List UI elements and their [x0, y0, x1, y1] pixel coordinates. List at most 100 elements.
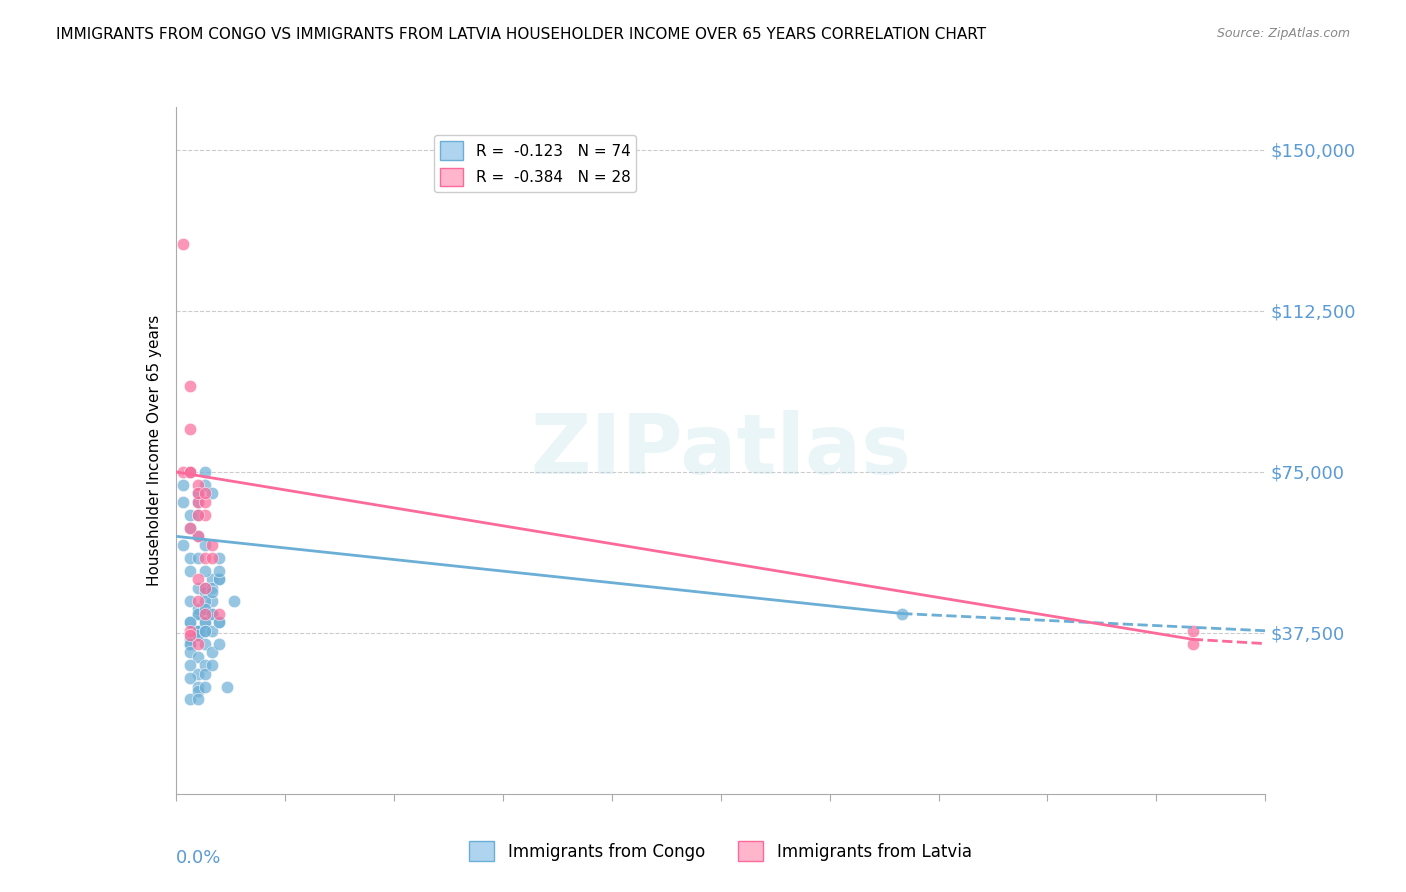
Point: [201, 581, 224, 595]
Point: [186, 550, 209, 565]
Point: [179, 521, 201, 535]
Point: [194, 602, 217, 616]
Point: [172, 478, 194, 492]
Point: [179, 658, 201, 673]
Point: [201, 624, 224, 638]
Point: [179, 593, 201, 607]
Point: [194, 581, 217, 595]
Point: [208, 564, 231, 578]
Point: [208, 572, 231, 586]
Point: [179, 465, 201, 479]
Point: [186, 692, 209, 706]
Point: [194, 607, 217, 621]
Point: [179, 422, 201, 436]
Point: [194, 495, 217, 509]
Point: [186, 508, 209, 522]
Point: [208, 615, 231, 630]
Point: [208, 550, 231, 565]
Point: [222, 593, 245, 607]
Point: [186, 666, 209, 681]
Text: 0.0%: 0.0%: [176, 849, 221, 867]
Point: [1181, 637, 1204, 651]
Point: [201, 607, 224, 621]
Point: [194, 465, 217, 479]
Point: [201, 572, 224, 586]
Point: [208, 615, 231, 630]
Point: [201, 645, 224, 659]
Point: [194, 550, 217, 565]
Point: [208, 572, 231, 586]
Point: [194, 637, 217, 651]
Point: [172, 237, 194, 252]
Point: [194, 478, 217, 492]
Point: [194, 658, 217, 673]
Point: [179, 379, 201, 393]
Text: ZIPatlas: ZIPatlas: [530, 410, 911, 491]
Text: IMMIGRANTS FROM CONGO VS IMMIGRANTS FROM LATVIA HOUSEHOLDER INCOME OVER 65 YEARS: IMMIGRANTS FROM CONGO VS IMMIGRANTS FROM…: [56, 27, 987, 42]
Point: [194, 615, 217, 630]
Point: [201, 607, 224, 621]
Point: [179, 465, 201, 479]
Point: [186, 624, 209, 638]
Point: [194, 624, 217, 638]
Point: [172, 538, 194, 552]
Point: [186, 607, 209, 621]
Point: [194, 508, 217, 522]
Point: [179, 624, 201, 638]
Point: [194, 666, 217, 681]
Point: [194, 680, 217, 694]
Point: [186, 529, 209, 543]
Point: [186, 486, 209, 500]
Point: [186, 593, 209, 607]
Point: [891, 607, 914, 621]
Point: [194, 585, 217, 599]
Point: [179, 508, 201, 522]
Point: [186, 624, 209, 638]
Point: [1181, 624, 1204, 638]
Point: [179, 632, 201, 647]
Point: [186, 495, 209, 509]
Point: [179, 692, 201, 706]
Point: [179, 564, 201, 578]
Point: [201, 658, 224, 673]
Point: [179, 615, 201, 630]
Point: [186, 581, 209, 595]
Point: [179, 637, 201, 651]
Point: [179, 615, 201, 630]
Point: [179, 465, 201, 479]
Point: [179, 645, 201, 659]
Point: [186, 495, 209, 509]
Point: [194, 581, 217, 595]
Point: [201, 593, 224, 607]
Legend: Immigrants from Congo, Immigrants from Latvia: Immigrants from Congo, Immigrants from L…: [463, 834, 979, 868]
Point: [172, 495, 194, 509]
Y-axis label: Householder Income Over 65 years: Householder Income Over 65 years: [146, 315, 162, 586]
Point: [186, 628, 209, 642]
Point: [179, 550, 201, 565]
Point: [186, 628, 209, 642]
Point: [186, 478, 209, 492]
Point: [201, 538, 224, 552]
Point: [179, 628, 201, 642]
Point: [201, 585, 224, 599]
Point: [186, 637, 209, 651]
Point: [194, 615, 217, 630]
Point: [194, 602, 217, 616]
Point: [208, 637, 231, 651]
Point: [186, 529, 209, 543]
Point: [194, 486, 217, 500]
Point: [186, 649, 209, 664]
Point: [215, 680, 238, 694]
Point: [186, 572, 209, 586]
Point: [201, 550, 224, 565]
Point: [186, 607, 209, 621]
Point: [201, 486, 224, 500]
Point: [208, 607, 231, 621]
Point: [179, 671, 201, 685]
Point: [179, 637, 201, 651]
Point: [186, 508, 209, 522]
Point: [186, 602, 209, 616]
Point: [186, 486, 209, 500]
Point: [179, 521, 201, 535]
Point: [186, 624, 209, 638]
